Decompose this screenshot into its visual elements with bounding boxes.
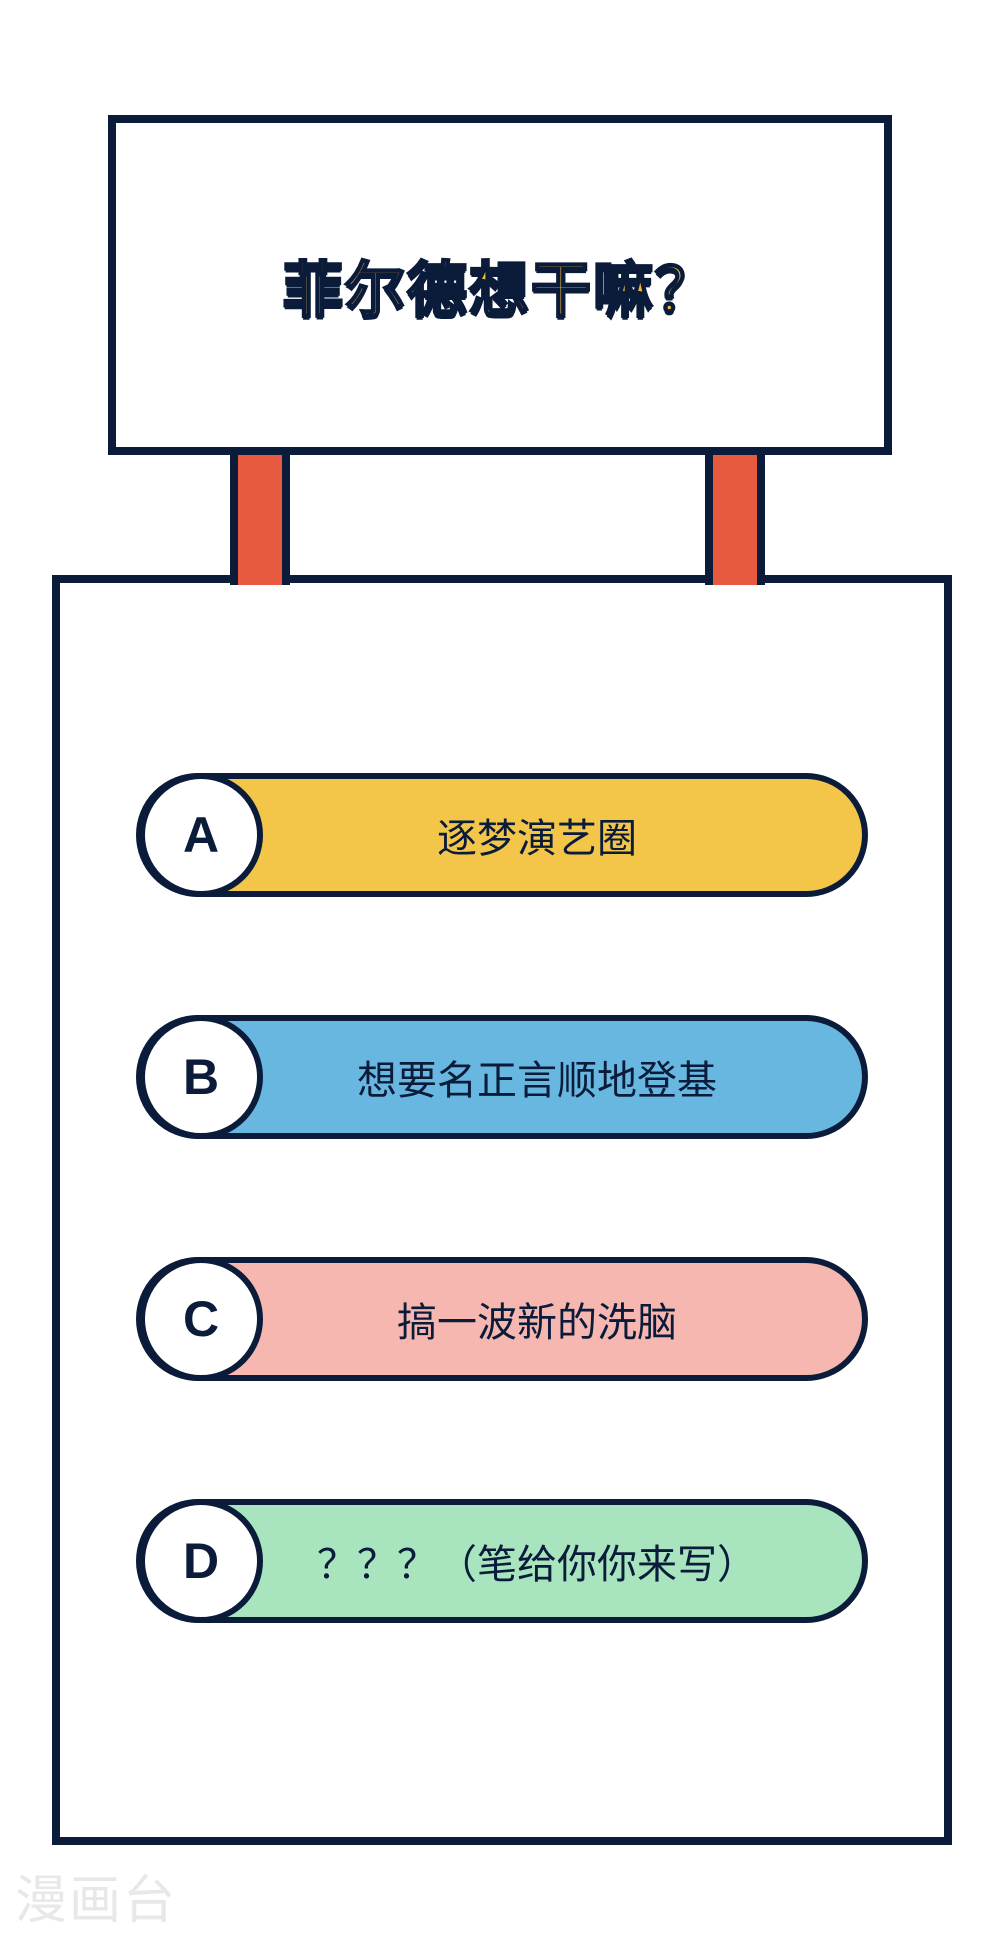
option-a[interactable]: A 逐梦演艺圈 bbox=[136, 773, 868, 897]
pillar-right bbox=[705, 445, 765, 585]
option-b[interactable]: B 想要名正言顺地登基 bbox=[136, 1015, 868, 1139]
option-letter-c: C bbox=[139, 1257, 263, 1381]
pillar-left bbox=[230, 445, 290, 585]
answer-box: A 逐梦演艺圈 B 想要名正言顺地登基 C 搞一波新的洗脑 D ？？？（笔给你你… bbox=[52, 575, 952, 1845]
watermark: 漫画台 bbox=[15, 1858, 177, 1933]
question-box: 菲尔德想干嘛？ bbox=[108, 115, 892, 455]
question-text: 菲尔德想干嘛？ bbox=[283, 242, 717, 329]
option-letter-d: D bbox=[139, 1499, 263, 1623]
option-c[interactable]: C 搞一波新的洗脑 bbox=[136, 1257, 868, 1381]
option-letter-b: B bbox=[139, 1015, 263, 1139]
option-d[interactable]: D ？？？（笔给你你来写） bbox=[136, 1499, 868, 1623]
option-letter-a: A bbox=[139, 773, 263, 897]
